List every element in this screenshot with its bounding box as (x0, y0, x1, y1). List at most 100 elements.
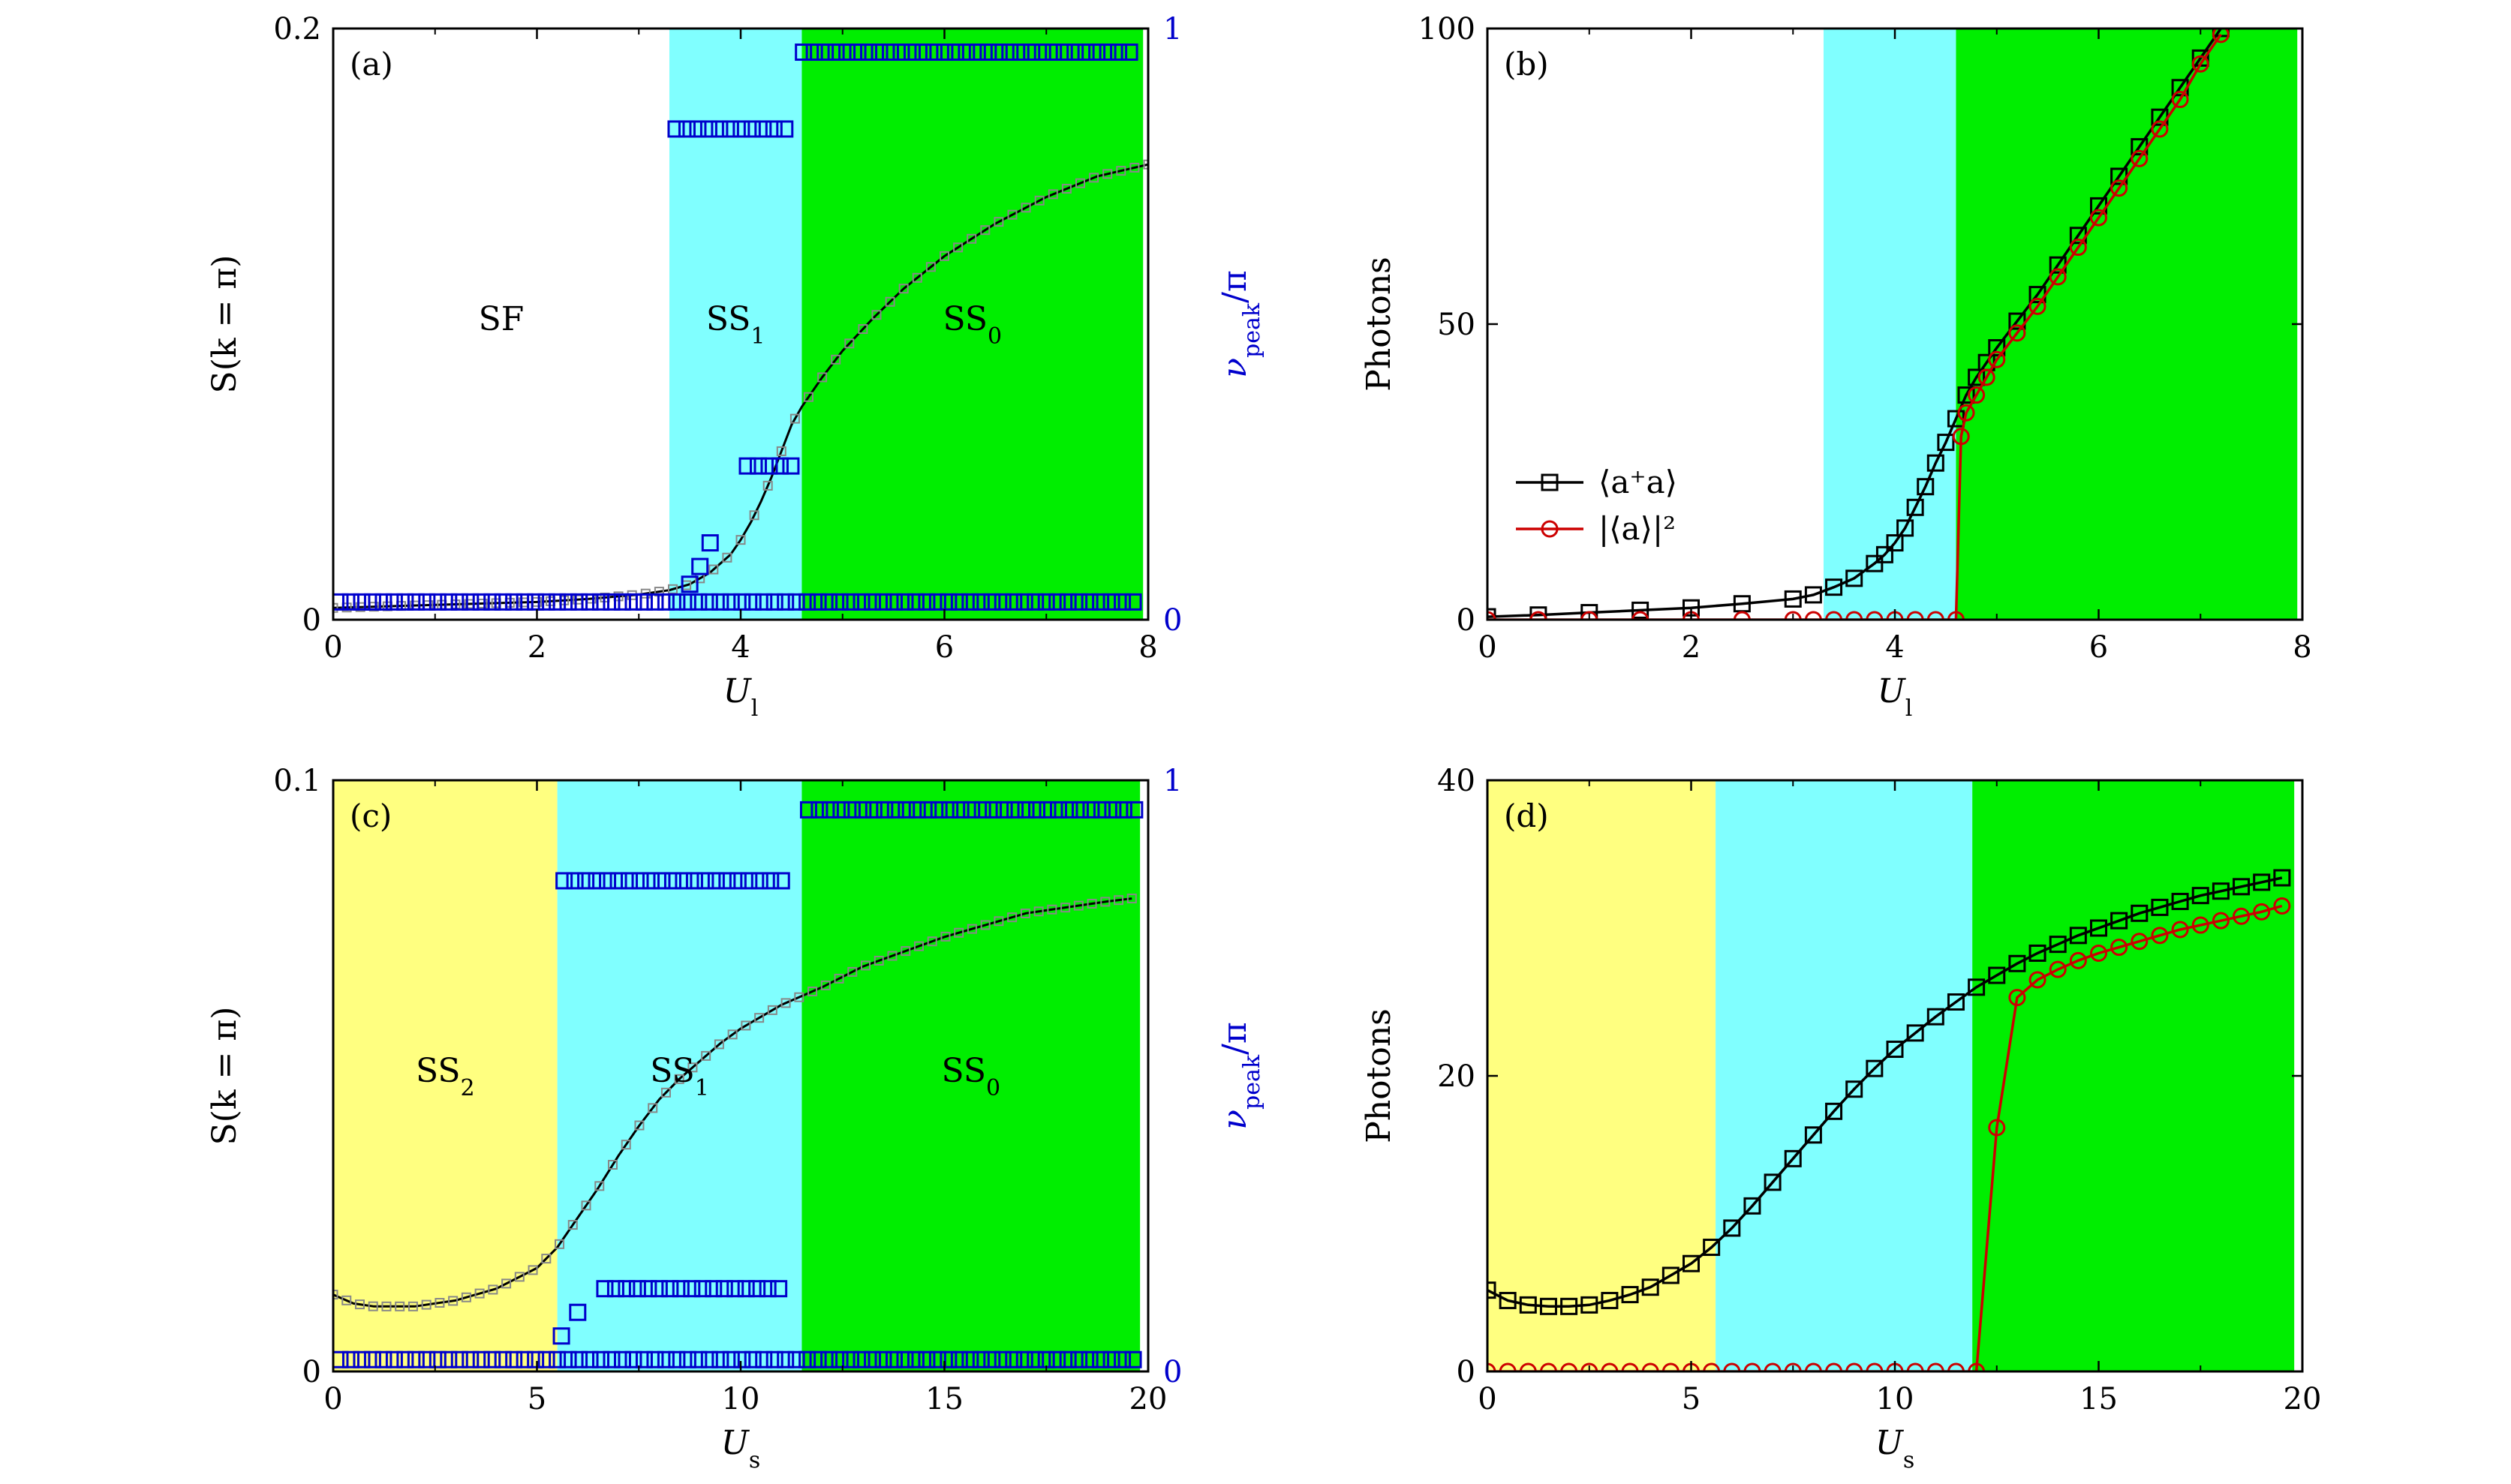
nu-peak-point (958, 44, 976, 62)
nu-peak-point (462, 593, 480, 611)
nu-peak-point (776, 120, 794, 138)
nu-peak-point (994, 1350, 1012, 1368)
x-tick-label: 5 (528, 1382, 546, 1416)
photon-point (1529, 606, 1547, 620)
nu-peak-point (925, 44, 943, 62)
nu-peak-point (928, 593, 946, 611)
panel-label: (b) (1504, 46, 1549, 83)
structure-factor-point (1047, 904, 1057, 915)
structure-factor-point (887, 951, 898, 961)
nu-peak-point (570, 593, 588, 611)
nu-peak-point (1005, 593, 1023, 611)
photon-point (1539, 1297, 1557, 1315)
x-tick-label: 10 (722, 1382, 760, 1416)
nu-peak-point (407, 1350, 425, 1368)
nu-peak-point (418, 593, 436, 611)
photon-point (2233, 878, 2251, 896)
structure-factor-point (967, 233, 977, 244)
structure-factor-point (407, 1301, 418, 1311)
nu-peak-point (733, 593, 751, 611)
photon-point (1926, 611, 1944, 620)
nu-peak-point (549, 1350, 567, 1368)
structure-factor-point (994, 217, 1004, 227)
x-tick-label: 6 (935, 630, 954, 665)
photon-point (2131, 149, 2149, 167)
photon-point (1487, 1281, 1496, 1299)
structure-factor-point (1020, 909, 1030, 919)
nu-peak-point (396, 593, 414, 611)
photon-point (1917, 478, 1935, 496)
photon-point (1743, 1197, 1761, 1215)
nu-peak-point (472, 1350, 490, 1368)
photon-point (1784, 1362, 1802, 1371)
y-tick-label: 20 (1437, 1059, 1475, 1094)
structure-factor-point (1073, 900, 1084, 911)
y-tick-label: 0 (302, 603, 321, 638)
nu-peak-point (1092, 593, 1110, 611)
nu-peak-point (886, 801, 904, 819)
structure-factor-point (980, 225, 991, 236)
photon-point (2191, 916, 2209, 934)
photon-point (1926, 454, 1944, 472)
structure-factor-point (954, 927, 964, 938)
photon-point (1683, 1254, 1700, 1272)
photon-point (1764, 1362, 1782, 1371)
nu-peak-point (618, 1280, 636, 1298)
nu-peak-point (765, 120, 783, 138)
series-line (1487, 876, 2283, 1308)
nu-peak-point (559, 1350, 577, 1368)
nu-peak-point (737, 1280, 755, 1298)
nu-peak-point (588, 872, 606, 890)
plot-area: SS2 SS1 SS0 (333, 780, 1144, 1371)
nu-peak-point (566, 872, 584, 890)
structure-factor-point (674, 1074, 684, 1084)
nu-peak-point (787, 593, 805, 611)
x-tick-label: 4 (731, 630, 750, 665)
nu-peak-point (596, 1280, 614, 1298)
nu-peak-point (696, 872, 714, 890)
nu-peak-point (1102, 593, 1120, 611)
panel-b: ⟨a⁺a⟩ |⟨a⟩|² 0 2 4 6 8 0 50 100 Ul Photons (b) (1360, 12, 2312, 722)
nu-peak-point (842, 593, 860, 611)
photon-point (1764, 1173, 1782, 1191)
nu-peak-point (396, 1350, 414, 1368)
structure-factor-point (735, 535, 746, 545)
nu-peak-point (1015, 1350, 1033, 1368)
photon-point (1947, 993, 1965, 1011)
y-tick-label: 0.2 (273, 12, 321, 47)
nu-peak-point (1017, 801, 1035, 819)
nu-peak-point (849, 44, 867, 62)
nu-peak-point (440, 593, 458, 611)
nu-peak-point (772, 872, 790, 890)
y2-tick-label: 1 (1163, 764, 1182, 798)
nu-peak-point (1048, 1350, 1066, 1368)
nu-peak-point (646, 1350, 664, 1368)
structure-factor-point (1021, 203, 1031, 213)
photon-point (1926, 1008, 1944, 1026)
structure-factor-point (834, 973, 844, 984)
y-tick-label: 0 (302, 1355, 321, 1389)
y2-tick-label: 0 (1163, 603, 1182, 638)
nu-peak-point (1093, 801, 1111, 819)
structure-factor-point (898, 284, 909, 294)
photon-point (1784, 611, 1802, 620)
structure-factor-point (514, 1272, 525, 1282)
photon-point (2191, 55, 2209, 73)
nu-peak-point (885, 593, 903, 611)
nu-peak-point (1028, 801, 1046, 819)
nu-peak-point (770, 1280, 788, 1298)
nu-peak-point (690, 593, 708, 611)
nu-peak-point (842, 1350, 860, 1368)
photon-point (2069, 927, 2087, 945)
structure-factor-point (780, 998, 791, 1008)
y2-axis-label: νpeak/π (1216, 270, 1265, 378)
nu-peak-point (961, 1350, 979, 1368)
nu-peak-point (668, 593, 686, 611)
nu-peak-point (914, 44, 932, 62)
structure-factor-point (804, 392, 813, 402)
photon-point (2151, 927, 2169, 945)
structure-factor-point (722, 552, 732, 563)
nu-peak-point (968, 44, 986, 62)
nu-peak-point (678, 1350, 696, 1368)
series-line (1487, 904, 2283, 1371)
